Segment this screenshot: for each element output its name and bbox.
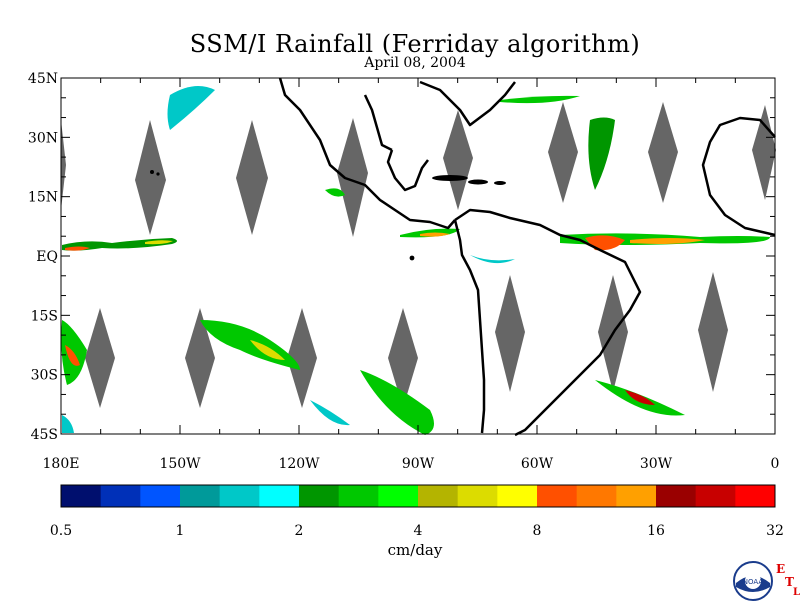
- lat-label: 30N: [28, 130, 58, 146]
- colorbar-units: cm/day: [387, 541, 443, 559]
- lat-label: 15N: [28, 190, 58, 206]
- lon-label: 60W: [521, 456, 554, 472]
- colorbar-swatch: [140, 485, 181, 507]
- lat-label: EQ: [36, 249, 58, 265]
- logo-letter-t: T: [785, 575, 794, 589]
- colorbar-tick-label: 16: [647, 523, 665, 539]
- logo-letter-e: E: [776, 562, 786, 576]
- colorbar-swatch: [695, 485, 736, 507]
- lat-label: 30S: [31, 368, 58, 384]
- colorbar-swatch: [457, 485, 498, 507]
- lon-label: 120W: [278, 456, 320, 472]
- lon-label: 150W: [159, 456, 201, 472]
- colorbar-tick-label: 8: [533, 523, 542, 539]
- colorbar-swatch: [61, 485, 102, 507]
- colorbar-tick-label: 32: [766, 523, 784, 539]
- lat-label: 15S: [31, 308, 58, 324]
- colorbar-swatch: [100, 485, 141, 507]
- colorbar-swatch: [219, 485, 260, 507]
- colorbar-swatch: [537, 485, 578, 507]
- colorbar-swatch: [259, 485, 300, 507]
- islands: [150, 170, 506, 261]
- lon-label: 90W: [402, 456, 435, 472]
- colorbar-swatch: [497, 485, 538, 507]
- rain-patches: [61, 86, 770, 435]
- lon-label: 180E: [43, 456, 80, 472]
- colorbar-swatch: [180, 485, 221, 507]
- noaa-logo: NOAA: [733, 561, 773, 601]
- colorbar-tick-label: 4: [414, 523, 423, 539]
- lat-label: 45S: [31, 427, 58, 443]
- map-title: SSM/I Rainfall (Ferriday algorithm): [189, 30, 641, 58]
- colorbar-swatch: [576, 485, 617, 507]
- colorbar-frame: [60, 484, 776, 508]
- svg-text:NOAA: NOAA: [743, 578, 764, 586]
- colorbar-swatch: [616, 485, 657, 507]
- colorbar-swatch: [338, 485, 379, 507]
- colorbar-swatch: [656, 485, 697, 507]
- map-date: April 08, 2004: [364, 55, 466, 71]
- swath-gaps: [61, 102, 776, 408]
- lat-label: 45N: [28, 71, 58, 87]
- coastlines: [278, 77, 776, 437]
- colorbar-swatch: [299, 485, 340, 507]
- colorbar-tick-label: 1: [176, 523, 185, 539]
- colorbar-swatch: [735, 485, 776, 507]
- logo-letter-l: L: [793, 587, 800, 598]
- lon-label: 0: [771, 456, 780, 472]
- colorbar-swatch: [418, 485, 459, 507]
- colorbar-tick-label: 0.5: [50, 523, 72, 539]
- colorbar-tick-label: 2: [295, 523, 304, 539]
- colorbar-swatch: [378, 485, 419, 507]
- lon-label: 30W: [640, 456, 673, 472]
- colorbar: [60, 484, 776, 508]
